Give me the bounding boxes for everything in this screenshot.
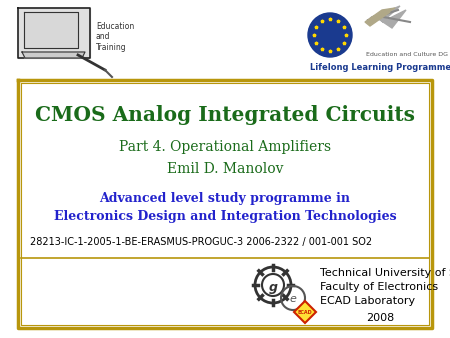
Polygon shape bbox=[24, 12, 78, 48]
Polygon shape bbox=[370, 6, 406, 28]
Text: g: g bbox=[269, 281, 278, 293]
Text: Part 4. Operational Amplifiers: Part 4. Operational Amplifiers bbox=[119, 140, 331, 154]
Text: ECAD Laboratory: ECAD Laboratory bbox=[320, 296, 415, 306]
Circle shape bbox=[308, 13, 352, 57]
Polygon shape bbox=[294, 301, 316, 323]
Text: Faculty of Electronics: Faculty of Electronics bbox=[320, 282, 438, 292]
Polygon shape bbox=[18, 8, 90, 58]
Text: Emil D. Manolov: Emil D. Manolov bbox=[167, 162, 283, 176]
Text: Advanced level study programme in: Advanced level study programme in bbox=[99, 192, 351, 205]
Text: e: e bbox=[289, 294, 297, 304]
Text: Lifelong Learning Programme: Lifelong Learning Programme bbox=[310, 63, 450, 72]
Text: CMOS Analog Integrated Circuits: CMOS Analog Integrated Circuits bbox=[35, 105, 415, 125]
Text: ECAD: ECAD bbox=[298, 311, 312, 315]
Text: 28213-IC-1-2005-1-BE-ERASMUS-PROGUC-3 2006-2322 / 001-001 SO2: 28213-IC-1-2005-1-BE-ERASMUS-PROGUC-3 20… bbox=[30, 237, 372, 247]
Text: Education
and
Training: Education and Training bbox=[96, 22, 134, 52]
Text: Technical University of Sofia: Technical University of Sofia bbox=[320, 268, 450, 278]
Polygon shape bbox=[22, 52, 85, 58]
Polygon shape bbox=[365, 8, 395, 26]
Text: Electronics Design and Integration Technologies: Electronics Design and Integration Techn… bbox=[54, 210, 396, 223]
Text: Education and Culture DG: Education and Culture DG bbox=[366, 52, 448, 57]
Text: 2008: 2008 bbox=[366, 313, 394, 323]
